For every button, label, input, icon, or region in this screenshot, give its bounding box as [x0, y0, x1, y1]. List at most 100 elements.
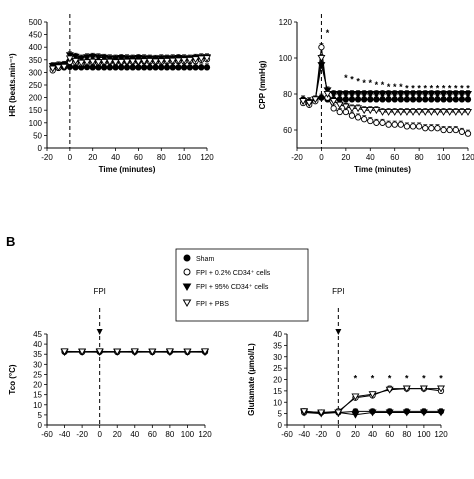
x-tick-label: 20: [113, 430, 122, 439]
significance-star: *: [354, 373, 358, 383]
marker-open-circle-20: [423, 126, 428, 131]
x-tick-label: -60: [41, 430, 53, 439]
x-tick-label: -20: [291, 153, 303, 162]
legend-entry-fpi-95-cd34: FPI + 95% CD34⁺ cells: [184, 284, 269, 291]
x-tick-label: -20: [76, 430, 88, 439]
y-tick-label: 150: [29, 106, 43, 115]
marker-open-circle-12: [374, 120, 379, 125]
y-tick-label: 40: [273, 330, 282, 339]
y-tick-label: 10: [33, 401, 42, 410]
x-tick-label: 0: [97, 430, 102, 439]
x-tick-label: -20: [41, 153, 53, 162]
marker-open-circle-3: [319, 45, 324, 50]
significance-star: *: [371, 373, 375, 383]
marker-filled-circle-23: [181, 65, 186, 70]
x-tick-label: 40: [368, 430, 377, 439]
y-tick-label: 200: [29, 94, 43, 103]
marker-open-circle-23: [441, 127, 446, 132]
x-tick-label: 80: [157, 153, 166, 162]
marker-open-circle-26: [459, 129, 464, 134]
significance-star: *: [411, 84, 415, 94]
marker-open-circle-16: [398, 122, 403, 127]
y-tick-label: 80: [283, 90, 292, 99]
significance-star: *: [417, 84, 421, 94]
significance-star: *: [405, 84, 409, 94]
marker-filled-circle-3: [319, 95, 324, 100]
significance-star: *: [448, 84, 452, 94]
y-tick-label: 0: [278, 421, 283, 430]
y-tick-label: 5: [38, 411, 43, 420]
y-tick-label: 0: [38, 144, 43, 153]
y-tick-label: 5: [278, 410, 283, 419]
marker-filled-circle-16: [141, 65, 146, 70]
y-tick-label: 25: [273, 364, 282, 373]
marker-open-circle-15: [392, 122, 397, 127]
x-tick-label: 80: [415, 153, 424, 162]
significance-star: *: [405, 373, 409, 383]
legend: Sham FPI + 0.2% CD34⁺ cells FPI + 95% CD…: [176, 249, 308, 321]
y-axis-title: CPP (mmHg): [258, 60, 267, 109]
y-tick-label: 100: [279, 54, 293, 63]
y-tick-label: 50: [33, 131, 42, 140]
significance-star: *: [399, 82, 403, 92]
x-tick-label: 100: [181, 430, 195, 439]
significance-star: *: [423, 84, 427, 94]
x-tick-label: 60: [148, 430, 157, 439]
y-axis-title: Tco (°C): [8, 364, 17, 394]
y-tick-label: 500: [29, 18, 43, 27]
y-tick-label: 35: [273, 341, 282, 350]
marker-open-circle-5: [331, 106, 336, 111]
significance-star: *: [387, 82, 391, 92]
significance-star: *: [422, 373, 426, 383]
legend-label-fpi-02-cd34: FPI + 0.2% CD34⁺ cells: [196, 270, 271, 277]
x-tick-label: -40: [59, 430, 71, 439]
marker-filled-circle-4: [73, 65, 78, 70]
x-tick-label: 20: [341, 153, 350, 162]
legend-label-fpi-95-cd34: FPI + 95% CD34⁺ cells: [196, 284, 269, 291]
marker-open-circle-14: [386, 122, 391, 127]
significance-star: *: [369, 78, 373, 88]
y-tick-label: 10: [273, 398, 282, 407]
marker-filled-circle-17: [147, 65, 152, 70]
x-tick-label: 120: [461, 153, 474, 162]
significance-star: *: [381, 80, 385, 90]
marker-open-circle-22: [435, 126, 440, 131]
legend-marker-open-circle: [184, 269, 190, 275]
marker-filled-circle-19: [159, 65, 164, 70]
marker-open-circle-21: [429, 126, 434, 131]
marker-open-circle-9: [355, 115, 360, 120]
x-tick-label: -40: [298, 430, 310, 439]
y-tick-label: 40: [33, 340, 42, 349]
x-tick-label: 120: [198, 430, 212, 439]
significance-star: *: [439, 373, 443, 383]
series-open-triangle-down: [300, 54, 471, 115]
y-tick-label: 35: [33, 350, 42, 359]
marker-filled-circle-20: [164, 65, 169, 70]
x-tick-label: 60: [390, 153, 399, 162]
significance-star: *: [375, 80, 379, 90]
x-tick-label: 120: [434, 430, 448, 439]
x-tick-label: 80: [165, 430, 174, 439]
y-tick-label: 30: [273, 353, 282, 362]
legend-label-fpi-pbs: FPI + PBS: [196, 301, 229, 308]
marker-open-circle-27: [465, 131, 470, 136]
marker-open-circle-18: [410, 124, 415, 129]
marker-filled-circle-3: [67, 64, 72, 69]
x-tick-label: 40: [130, 430, 139, 439]
x-tick-label: 0: [68, 153, 73, 162]
x-tick-label: 20: [88, 153, 97, 162]
marker-filled-circle-25: [193, 65, 198, 70]
legend-label-sham: Sham: [196, 256, 214, 263]
marker-filled-circle-24: [187, 65, 192, 70]
marker-open-circle-19: [416, 124, 421, 129]
marker-open-circle-11: [368, 118, 373, 123]
y-tick-label: 25: [33, 370, 42, 379]
x-axis-title: Time (minutes): [99, 165, 156, 174]
y-tick-label: 30: [33, 360, 42, 369]
legend-entry-fpi-02-cd34: FPI + 0.2% CD34⁺ cells: [184, 269, 271, 277]
x-tick-label: 100: [177, 153, 191, 162]
y-tick-label: 450: [29, 31, 43, 40]
y-tick-label: 300: [29, 68, 43, 77]
significance-star: *: [350, 75, 354, 85]
